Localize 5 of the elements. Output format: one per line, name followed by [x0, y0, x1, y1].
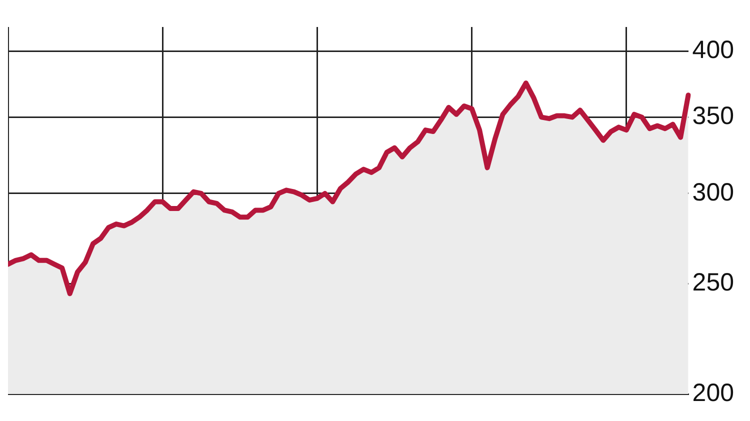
- y-tick-label: 250: [692, 268, 734, 297]
- y-tick-label: 300: [692, 178, 734, 206]
- y-tick-label: 350: [692, 102, 734, 130]
- y-tick-label: 400: [692, 36, 734, 64]
- y-tick-label: 200: [692, 378, 734, 407]
